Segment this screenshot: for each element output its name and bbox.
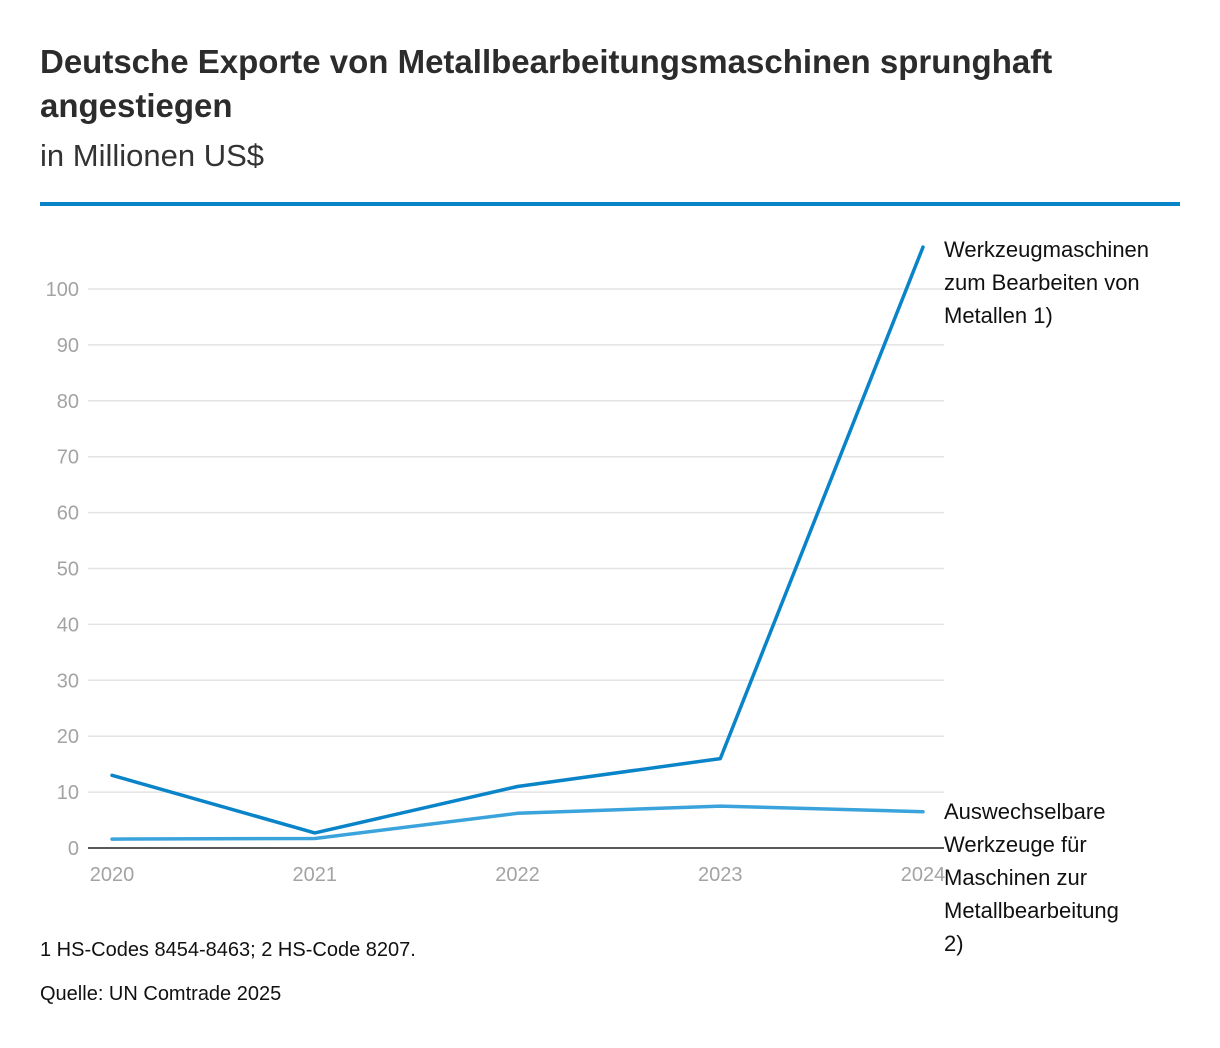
data-point xyxy=(718,757,722,761)
y-tick-label: 90 xyxy=(57,335,79,357)
series-label-line: Auswechselbare xyxy=(944,799,1105,824)
chart-subtitle: in Millionen US$ xyxy=(40,138,264,173)
x-tick-label: 2022 xyxy=(495,864,540,886)
y-tick-label: 70 xyxy=(57,447,79,469)
series-lines xyxy=(110,245,925,841)
data-point xyxy=(921,810,925,814)
chart-title: Deutsche Exporte von Metallbearbeitungsm… xyxy=(40,43,1053,124)
y-tick-label: 50 xyxy=(57,559,79,581)
series-label-1: Werkzeugmaschinen zum Bearbeiten von Metal… xyxy=(944,237,1149,328)
series-label-line: Metallen 1) xyxy=(944,303,1053,328)
y-tick-label: 80 xyxy=(57,391,79,413)
series-label-line: Werkzeuge für xyxy=(944,832,1087,857)
series-label-line: 2) xyxy=(944,931,964,956)
y-tick-label: 100 xyxy=(46,279,79,301)
title-divider xyxy=(40,202,1180,206)
series-label-line: zum Bearbeiten von xyxy=(944,270,1140,295)
data-point xyxy=(313,836,317,840)
y-tick-label: 20 xyxy=(57,726,79,748)
data-point xyxy=(921,245,925,249)
source-note: Quelle: UN Comtrade 2025 xyxy=(40,983,282,1005)
data-point xyxy=(313,831,317,835)
x-tick-label: 2023 xyxy=(698,864,743,886)
series-label-line: Werkzeugmaschinen xyxy=(944,237,1149,262)
data-point xyxy=(110,773,114,777)
data-point xyxy=(718,804,722,808)
x-tick-label: 2021 xyxy=(293,864,338,886)
x-tick-label: 2020 xyxy=(90,864,135,886)
y-tick-label: 40 xyxy=(57,614,79,636)
series-labels: Werkzeugmaschinen zum Bearbeiten von Metal… xyxy=(944,237,1149,956)
y-tick-label: 30 xyxy=(57,670,79,692)
data-point xyxy=(110,837,114,841)
y-axis-ticks: 0 10 20 30 40 50 60 70 80 90 100 xyxy=(46,279,79,860)
data-point xyxy=(516,811,519,815)
x-tick-label: 2024 xyxy=(901,864,946,886)
y-tick-label: 10 xyxy=(57,782,79,804)
data-point xyxy=(516,785,519,789)
y-tick-label: 60 xyxy=(57,503,79,525)
series-label-2: Auswechselbare Werkzeuge für Maschinen zur… xyxy=(944,799,1119,956)
footnote: 1 HS-Codes 8454-8463; 2 HS-Code 8207. xyxy=(40,939,416,961)
series-label-line: Metallbearbeitung xyxy=(944,898,1119,923)
series-label-line: Maschinen zur xyxy=(944,865,1087,890)
gridlines xyxy=(88,288,944,793)
x-axis-ticks: 2020 2021 2022 2023 2024 xyxy=(90,864,946,886)
y-tick-label: 0 xyxy=(68,838,79,860)
series-line-1 xyxy=(110,245,925,835)
